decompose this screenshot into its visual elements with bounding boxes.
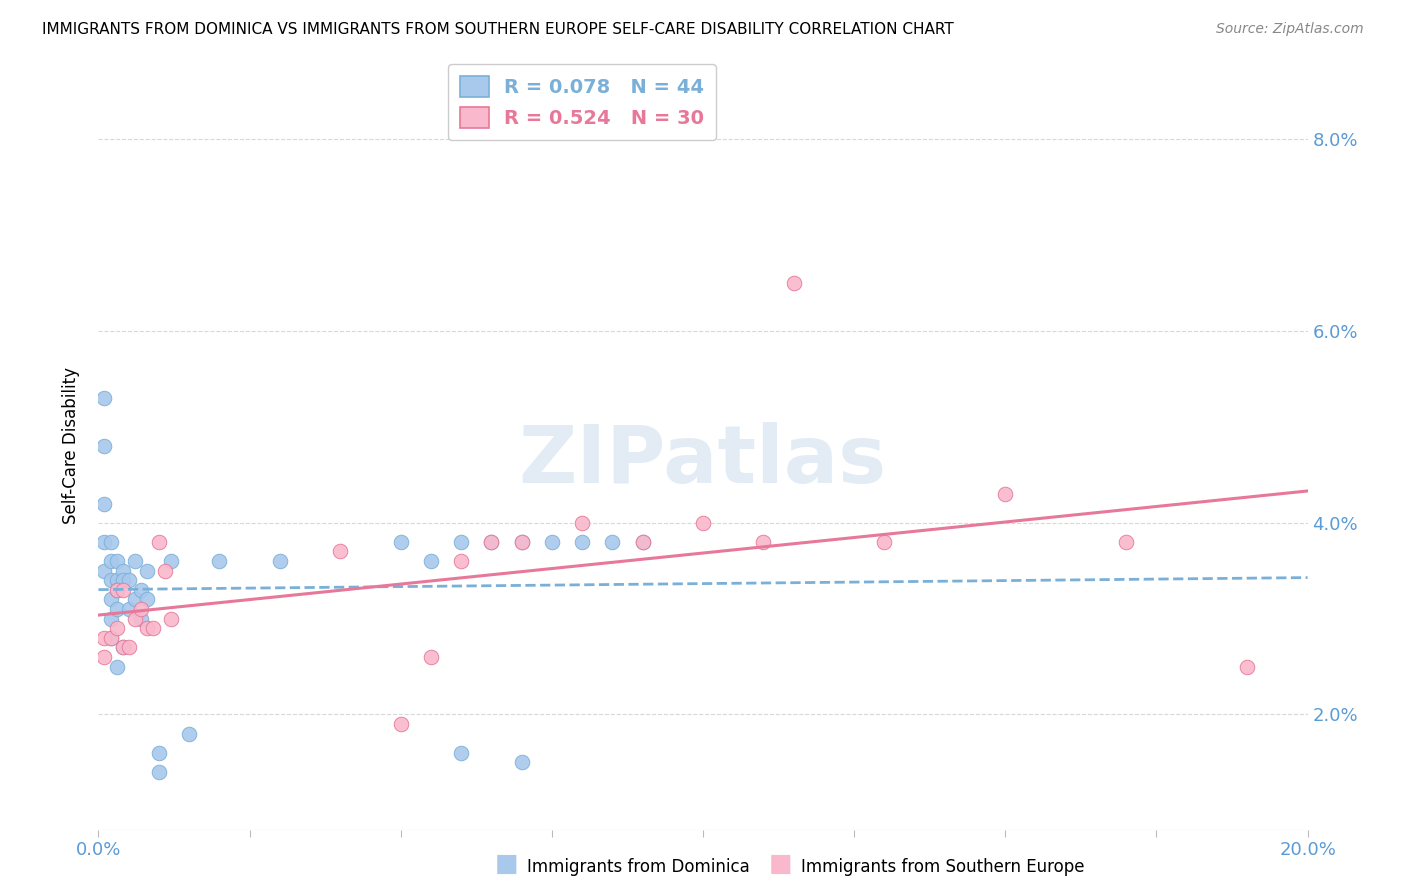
Point — [100, 612, 122, 626]
Point — [93, 439, 115, 453]
Point — [105, 573, 128, 587]
Point — [111, 582, 134, 597]
Point — [602, 534, 624, 549]
Point — [105, 582, 128, 597]
Text: Source: ZipAtlas.com: Source: ZipAtlas.com — [1216, 22, 1364, 37]
Point — [571, 516, 593, 530]
Point — [93, 631, 115, 645]
Point — [179, 726, 201, 740]
Point — [420, 554, 443, 568]
Point — [129, 612, 152, 626]
Point — [105, 621, 128, 635]
Point — [93, 496, 115, 510]
Point — [994, 487, 1017, 501]
Point — [100, 534, 122, 549]
Point — [100, 592, 122, 607]
Point — [510, 756, 533, 770]
Point — [148, 746, 170, 760]
Point — [160, 554, 183, 568]
Point — [153, 564, 176, 578]
Point — [1115, 534, 1137, 549]
Point — [118, 602, 141, 616]
Point — [135, 621, 157, 635]
Point — [100, 631, 122, 645]
Point — [450, 554, 472, 568]
Text: ZIPatlas: ZIPatlas — [519, 422, 887, 500]
Point — [111, 573, 134, 587]
Point — [481, 534, 503, 549]
Point — [135, 564, 157, 578]
Text: Immigrants from Dominica: Immigrants from Dominica — [527, 858, 749, 876]
Point — [1236, 659, 1258, 673]
Point — [142, 621, 165, 635]
Point — [93, 391, 115, 405]
Point — [111, 640, 134, 655]
Point — [420, 649, 443, 664]
Point — [105, 554, 128, 568]
Point — [100, 573, 122, 587]
Point — [692, 516, 714, 530]
Point — [160, 612, 183, 626]
Point — [105, 659, 128, 673]
Point — [450, 534, 472, 549]
Point — [93, 534, 115, 549]
Point — [269, 554, 291, 568]
Point — [135, 592, 157, 607]
Point — [389, 717, 412, 731]
Point — [873, 534, 896, 549]
Point — [93, 564, 115, 578]
Point — [105, 582, 128, 597]
Point — [571, 534, 593, 549]
Y-axis label: Self-Care Disability: Self-Care Disability — [62, 368, 80, 524]
Point — [118, 640, 141, 655]
Point — [783, 276, 806, 290]
Point — [481, 534, 503, 549]
Point — [510, 534, 533, 549]
Point — [450, 746, 472, 760]
Point — [540, 534, 562, 549]
Point — [208, 554, 231, 568]
Text: ■: ■ — [495, 852, 517, 876]
Point — [631, 534, 654, 549]
Point — [631, 534, 654, 549]
Point — [389, 534, 412, 549]
Text: IMMIGRANTS FROM DOMINICA VS IMMIGRANTS FROM SOUTHERN EUROPE SELF-CARE DISABILITY: IMMIGRANTS FROM DOMINICA VS IMMIGRANTS F… — [42, 22, 953, 37]
Point — [124, 592, 146, 607]
Text: Immigrants from Southern Europe: Immigrants from Southern Europe — [801, 858, 1085, 876]
Point — [105, 602, 128, 616]
Point — [329, 544, 352, 558]
Point — [752, 534, 775, 549]
Point — [93, 649, 115, 664]
Text: ■: ■ — [769, 852, 792, 876]
Point — [100, 554, 122, 568]
Point — [124, 612, 146, 626]
Point — [111, 640, 134, 655]
Legend: R = 0.078   N = 44, R = 0.524   N = 30: R = 0.078 N = 44, R = 0.524 N = 30 — [449, 64, 716, 140]
Point — [148, 534, 170, 549]
Point — [129, 582, 152, 597]
Point — [510, 534, 533, 549]
Point — [129, 602, 152, 616]
Point — [148, 765, 170, 780]
Point — [118, 573, 141, 587]
Point — [124, 554, 146, 568]
Point — [100, 631, 122, 645]
Point — [111, 564, 134, 578]
